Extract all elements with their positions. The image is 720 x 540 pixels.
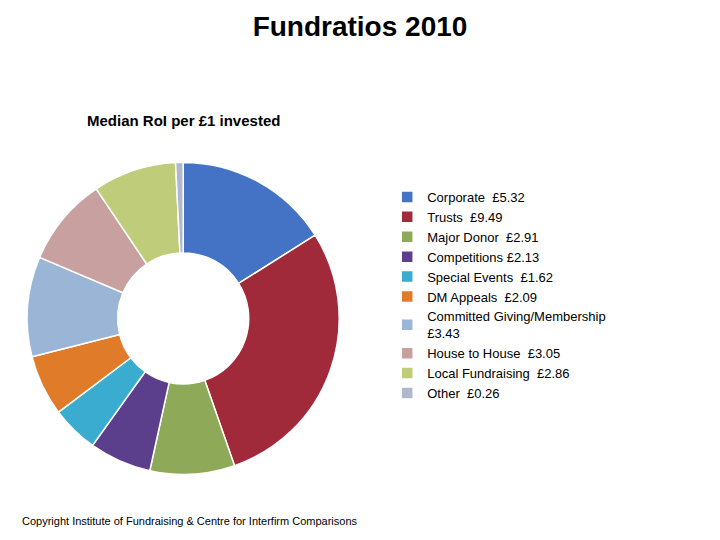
svg-text:Competitions £2.13: Competitions £2.13 [427, 250, 539, 265]
svg-text:Committed Giving/Membership£3.: Committed Giving/Membership£3.43 [427, 309, 605, 341]
svg-text:Copyright Institute of Fundrai: Copyright Institute of Fundraising & Cen… [22, 515, 358, 527]
svg-text:DM Appeals £2.09: DM Appeals £2.09 [427, 290, 537, 305]
svg-text:Major Donor £2.91: Major Donor £2.91 [427, 230, 538, 245]
svg-text:Other £0.26: Other £0.26 [427, 386, 499, 401]
svg-text:Median RoI per £1 invested: Median RoI per £1 invested [87, 112, 280, 129]
svg-text:Trusts £9.49: Trusts £9.49 [427, 210, 502, 225]
svg-text:Special Events £1.62: Special Events £1.62 [427, 270, 553, 285]
svg-text:House to House £3.05: House to House £3.05 [427, 346, 560, 361]
svg-text:Local Fundraising £2.86: Local Fundraising £2.86 [427, 366, 569, 381]
svg-text:Corporate £5.32: Corporate £5.32 [427, 190, 525, 205]
svg-text:Fundratios 2010: Fundratios 2010 [253, 11, 468, 42]
